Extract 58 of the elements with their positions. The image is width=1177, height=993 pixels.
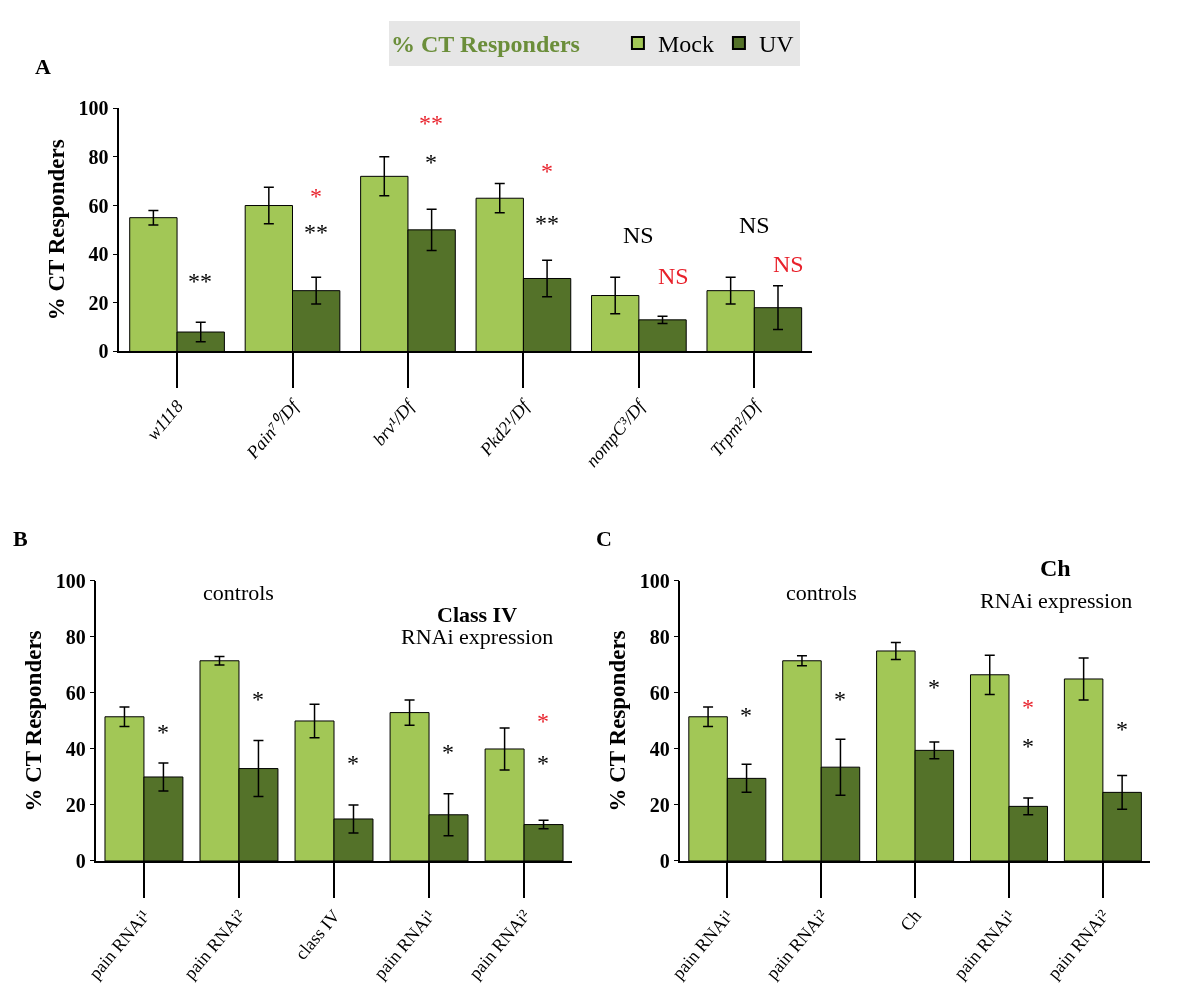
y-axis-title: % CT Responders xyxy=(604,630,630,812)
text: A xyxy=(35,54,51,79)
y-tick-label: 80 xyxy=(88,145,109,168)
annotation: RNAi expression xyxy=(980,588,1133,613)
annotation: * xyxy=(1022,733,1034,759)
y-tick-label: 80 xyxy=(649,625,670,648)
y-tick-label: 80 xyxy=(65,625,86,648)
annotation: * xyxy=(834,686,846,712)
y-tick-label: 0 xyxy=(659,849,670,872)
y-tick-label: 40 xyxy=(88,243,109,266)
annotation: ** xyxy=(188,268,212,294)
text: B xyxy=(13,526,28,551)
y-tick-label: 0 xyxy=(75,849,86,872)
y-tick-label: 20 xyxy=(65,793,86,816)
annotation: * xyxy=(928,674,940,700)
annotation: * xyxy=(1116,716,1128,742)
y-axis-title: % CT Responders xyxy=(43,139,69,321)
x-tick-label: Ch xyxy=(896,905,926,935)
annotation: * xyxy=(537,750,549,776)
y-tick-label: 100 xyxy=(55,569,86,592)
annotation: ** xyxy=(304,219,328,245)
annotation: * xyxy=(157,719,169,745)
y-tick-label: 40 xyxy=(649,737,670,760)
annotation: ** xyxy=(535,210,559,236)
x-tick-label: class IV xyxy=(291,905,344,964)
annotation: Class IV xyxy=(437,602,518,627)
annotation: * xyxy=(541,158,553,184)
annotation: controls xyxy=(786,580,857,605)
annotation: RNAi expression xyxy=(401,624,554,649)
y-tick-label: 20 xyxy=(88,291,109,314)
legend-label: UV xyxy=(758,31,795,58)
y-tick-label: 60 xyxy=(649,681,670,704)
y-tick-label: 40 xyxy=(65,737,86,760)
y-axis-title: % CT Responders xyxy=(20,630,46,812)
text: C xyxy=(596,526,612,551)
annotation: * xyxy=(310,183,322,209)
annotation: controls xyxy=(203,580,274,605)
y-tick-label: 20 xyxy=(649,793,670,816)
annotation: * xyxy=(347,750,359,776)
legend-label: Mock xyxy=(657,31,714,58)
y-tick-label: 60 xyxy=(65,681,86,704)
y-tick-label: 60 xyxy=(88,194,109,217)
annotation: * xyxy=(425,149,437,175)
annotation: * xyxy=(1022,694,1034,720)
annotation: NS xyxy=(773,251,804,277)
legend-title: % CT Responders xyxy=(391,31,580,58)
annotation: * xyxy=(537,708,549,734)
annotation: * xyxy=(740,702,752,728)
annotation: NS xyxy=(658,263,689,289)
y-tick-label: 0 xyxy=(98,340,109,363)
annotation: NS xyxy=(739,212,770,238)
annotation: Ch xyxy=(1040,555,1071,581)
annotation: * xyxy=(252,686,264,712)
y-tick-label: 100 xyxy=(639,569,670,592)
y-tick-label: 100 xyxy=(78,97,109,120)
annotation: NS xyxy=(623,222,654,248)
annotation: * xyxy=(442,739,454,765)
annotation: ** xyxy=(419,110,443,136)
